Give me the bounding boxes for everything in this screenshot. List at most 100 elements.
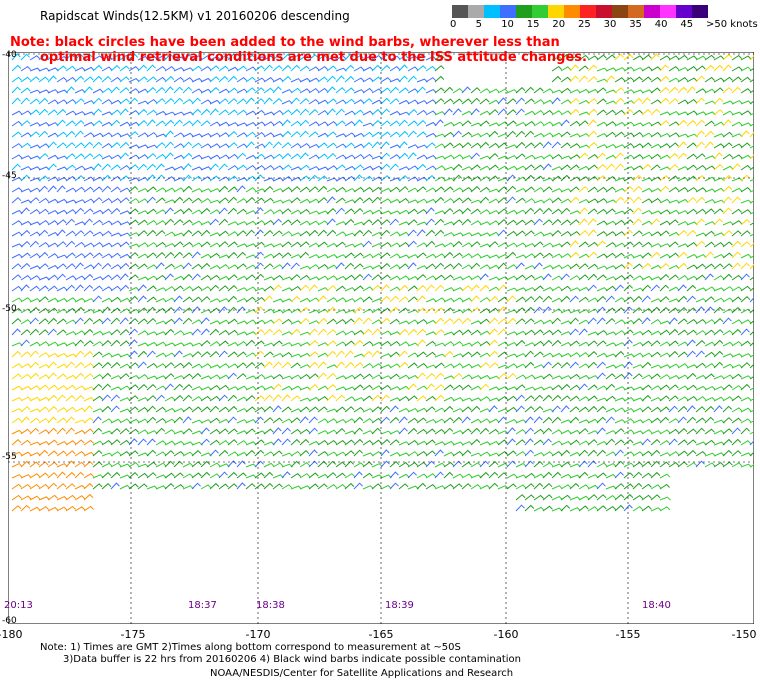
wind-barb — [587, 176, 599, 182]
wind-barb — [74, 362, 85, 369]
wind-barb — [740, 186, 752, 193]
wind-barb — [308, 210, 320, 215]
wind-barb — [227, 186, 238, 193]
wind-barb — [317, 142, 328, 149]
wind-barb — [146, 196, 156, 204]
wind-barb — [227, 471, 238, 479]
wind-barb — [569, 451, 581, 457]
wind-barb — [164, 362, 175, 369]
wind-barb — [236, 143, 248, 149]
wind-barb — [326, 429, 338, 435]
wind-barb — [587, 263, 598, 270]
wind-barb — [20, 308, 32, 314]
wind-barb — [218, 143, 230, 149]
wind-barb — [110, 186, 121, 193]
wind-barb — [101, 208, 112, 215]
wind-barb — [227, 274, 238, 281]
wind-barb — [164, 273, 174, 281]
lon-label: -160 — [493, 628, 519, 641]
wind-barb — [362, 351, 373, 358]
wind-barb — [326, 451, 338, 457]
wind-barb — [398, 473, 410, 479]
wind-barb — [200, 395, 211, 402]
wind-barb — [398, 75, 408, 83]
wind-barb — [722, 297, 734, 303]
wind-barb — [182, 77, 194, 83]
wind-barb — [209, 405, 220, 413]
wind-barb — [398, 231, 410, 237]
wind-barb — [515, 330, 527, 336]
wind-barb — [479, 110, 491, 116]
wind-barb — [389, 198, 401, 204]
wind-barb — [641, 154, 653, 160]
wind-barb — [668, 175, 679, 182]
wind-barb — [263, 132, 275, 138]
wind-barb — [20, 132, 32, 138]
wind-barb — [416, 417, 427, 424]
wind-barb — [605, 462, 617, 468]
wind-barb — [155, 65, 167, 72]
wind-barb — [299, 485, 311, 490]
wind-barb — [281, 219, 292, 226]
wind-barb — [632, 109, 643, 116]
wind-barb — [227, 295, 238, 303]
wind-barb — [596, 405, 607, 413]
wind-barb — [461, 308, 473, 314]
wind-barb — [614, 219, 625, 226]
wind-barb — [659, 341, 671, 347]
wind-barb — [326, 275, 338, 281]
wind-barb — [677, 275, 689, 281]
wind-barb — [20, 76, 31, 83]
wind-barb — [740, 262, 750, 270]
wind-barb — [497, 306, 507, 314]
wind-barb — [263, 471, 274, 479]
wind-barb — [119, 450, 131, 457]
wind-barb — [695, 298, 707, 303]
wind-barb — [245, 296, 256, 303]
wind-barb — [281, 100, 293, 105]
wind-barb — [218, 132, 230, 138]
wind-barb — [263, 121, 275, 127]
wind-barb — [317, 76, 328, 83]
wind-barb — [110, 329, 121, 336]
wind-barb — [479, 196, 490, 204]
wind-barb — [281, 241, 292, 248]
wind-barb — [326, 329, 337, 336]
wind-barb — [155, 110, 167, 116]
wind-barb — [173, 241, 184, 248]
wind-barb — [596, 253, 608, 259]
wind-barb — [695, 340, 706, 347]
wind-barb — [605, 295, 615, 303]
wind-barb — [182, 98, 193, 105]
wind-barb — [398, 263, 409, 270]
wind-barb — [632, 230, 643, 237]
wind-barb — [11, 253, 23, 259]
wind-barb — [497, 142, 508, 149]
wind-barb — [407, 296, 418, 303]
wind-barb — [326, 384, 337, 391]
wind-barb — [299, 198, 311, 204]
wind-barb — [236, 185, 246, 193]
wind-barb — [668, 374, 680, 380]
wind-barb — [47, 109, 58, 116]
wind-barb — [425, 439, 436, 446]
wind-barb — [317, 175, 328, 182]
wind-barb — [155, 187, 167, 193]
wind-barb — [353, 416, 364, 424]
wind-barb — [290, 153, 301, 160]
wind-barb — [596, 427, 606, 435]
wind-barb — [551, 132, 563, 138]
wind-barb — [281, 231, 293, 237]
wind-barb — [371, 196, 382, 204]
wind-barb — [632, 154, 644, 160]
wind-barb — [119, 329, 130, 336]
wind-barb — [587, 375, 599, 380]
wind-barb — [290, 308, 302, 314]
wind-barb — [299, 142, 311, 149]
wind-barb — [74, 439, 85, 446]
wind-barb — [380, 187, 392, 193]
colorbar-label: 10 — [501, 19, 514, 30]
wind-barb — [380, 430, 392, 435]
wind-barb — [488, 428, 499, 435]
wind-barb — [668, 340, 679, 347]
